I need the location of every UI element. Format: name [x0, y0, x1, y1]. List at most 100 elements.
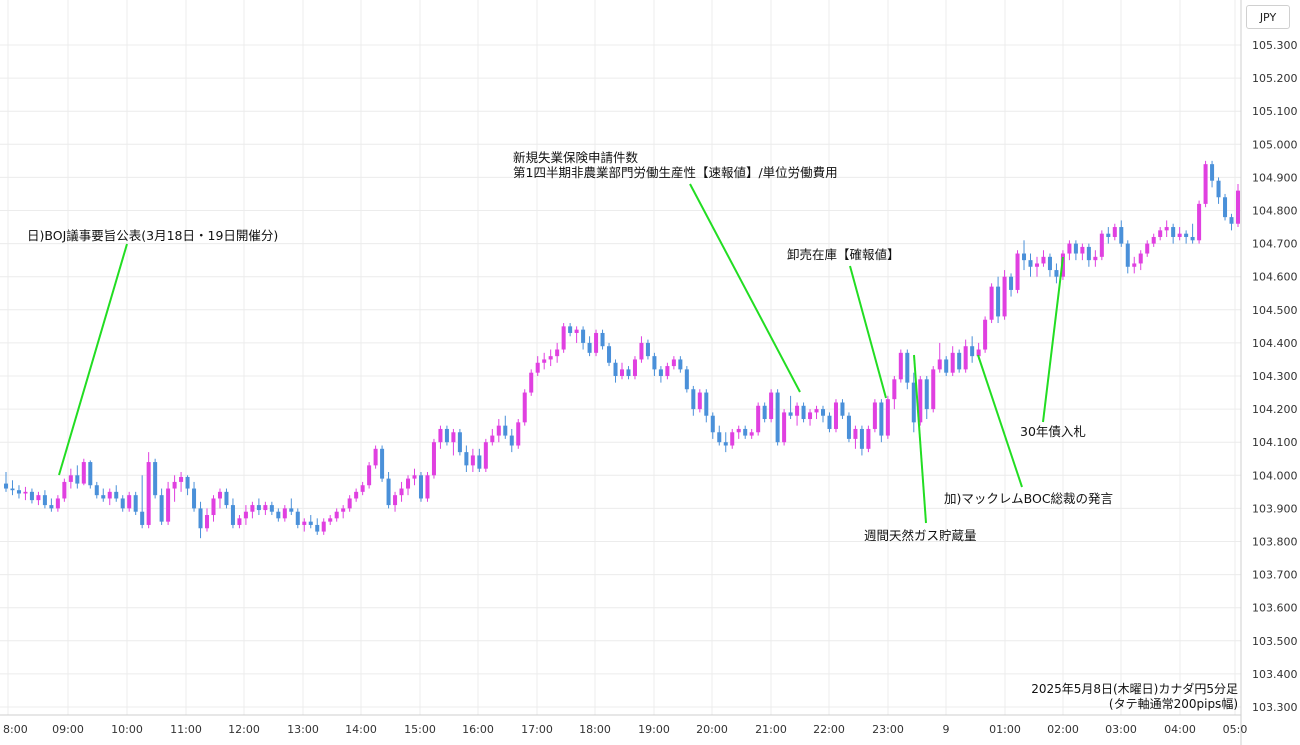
annotation-leader-line	[58, 243, 128, 476]
candle-body	[1002, 276, 1007, 317]
y-tick-label: 104.800	[1252, 205, 1298, 218]
candle	[1197, 200, 1202, 244]
y-tick-label: 103.600	[1252, 602, 1298, 615]
candle-body	[944, 359, 949, 373]
x-tick-label: 23:00	[872, 723, 904, 736]
candle	[762, 402, 767, 423]
candle-body	[3, 483, 9, 489]
candle-body	[529, 372, 534, 393]
candle-body	[509, 435, 514, 446]
candle-body	[853, 428, 858, 439]
candle	[814, 405, 819, 420]
annotation-label: 卸売在庫【確報値】	[787, 247, 900, 262]
candle	[23, 486, 28, 501]
candle-body	[1184, 233, 1189, 237]
candle	[393, 491, 398, 512]
candle-body	[276, 511, 281, 519]
candle	[62, 478, 67, 502]
candle-body	[42, 495, 47, 506]
candle	[996, 276, 1001, 324]
candle-body	[905, 352, 910, 383]
candle	[963, 339, 968, 373]
candle-body	[1047, 256, 1052, 271]
x-tick-label: 03:00	[1105, 723, 1137, 736]
candle-body	[1119, 227, 1124, 244]
y-tick-label: 103.500	[1252, 635, 1298, 648]
candle	[1034, 256, 1039, 277]
candle-body	[438, 428, 443, 443]
candle	[1132, 256, 1137, 274]
candle	[55, 495, 60, 512]
candle-body	[451, 432, 456, 443]
candle	[477, 448, 482, 472]
candle-body	[127, 495, 132, 509]
x-tick-label: 13:00	[287, 723, 319, 736]
currency-label[interactable]: JPY	[1246, 5, 1290, 29]
candle	[114, 485, 119, 502]
candle-body	[133, 495, 138, 512]
candle-body	[367, 465, 372, 486]
annotation-label: 週間天然ガス貯蔵量	[864, 528, 977, 543]
candle	[607, 342, 612, 367]
x-tick-label: 9	[943, 723, 950, 736]
candle	[425, 471, 430, 502]
event-annotation: 日)BOJ議事要旨公表(3月18日・19日開催分)	[27, 228, 278, 476]
candle-body	[607, 346, 612, 363]
candle	[269, 501, 274, 516]
candle-body	[730, 432, 735, 446]
candle	[276, 508, 281, 522]
candle	[846, 412, 851, 443]
candle	[29, 488, 34, 504]
candle-body	[1132, 263, 1137, 267]
candle	[237, 515, 242, 529]
candle-body	[1158, 230, 1163, 237]
candle-body	[918, 379, 923, 423]
annotation-layer: 日)BOJ議事要旨公表(3月18日・19日開催分) 新規失業保険申請件数第1四半期…	[27, 150, 1113, 543]
candle	[153, 458, 158, 499]
candle-body	[762, 405, 767, 420]
candle	[1203, 160, 1208, 208]
candle-body	[444, 428, 449, 443]
candle	[490, 428, 495, 446]
candle	[1067, 240, 1072, 261]
candle	[697, 389, 702, 413]
candle	[1086, 243, 1091, 267]
candle-body	[535, 362, 540, 373]
candle	[1223, 193, 1228, 221]
candle-body	[872, 402, 877, 429]
candle	[302, 518, 307, 532]
candle	[1164, 220, 1169, 237]
candle-body	[548, 356, 553, 360]
y-tick-label: 104.700	[1252, 238, 1298, 251]
candle	[833, 399, 838, 433]
candle	[821, 405, 826, 423]
candle-body	[49, 505, 54, 509]
candle-body	[1197, 203, 1202, 241]
candle	[756, 402, 761, 436]
candle-body	[62, 481, 67, 499]
candle	[444, 425, 449, 446]
candle	[710, 412, 715, 439]
candle	[334, 508, 339, 522]
candle-body	[1112, 227, 1117, 237]
x-tick-label: 14:00	[345, 723, 377, 736]
candle-body	[821, 409, 826, 416]
candle-body	[1015, 253, 1020, 290]
candle	[431, 438, 436, 479]
candle-body	[542, 359, 547, 363]
candle	[341, 505, 346, 519]
candle-body	[574, 329, 579, 333]
candle-body	[743, 428, 748, 436]
candle-body	[107, 491, 112, 499]
candle	[198, 501, 203, 539]
candle	[1145, 240, 1150, 257]
candle	[1184, 230, 1189, 244]
x-tick-label: 12:00	[228, 723, 260, 736]
candle-body	[840, 402, 845, 416]
candle	[49, 498, 54, 512]
x-tick-label: 09:00	[52, 723, 84, 736]
candle	[315, 518, 320, 535]
candle-body	[924, 379, 929, 410]
y-tick-label: 103.300	[1252, 701, 1298, 714]
